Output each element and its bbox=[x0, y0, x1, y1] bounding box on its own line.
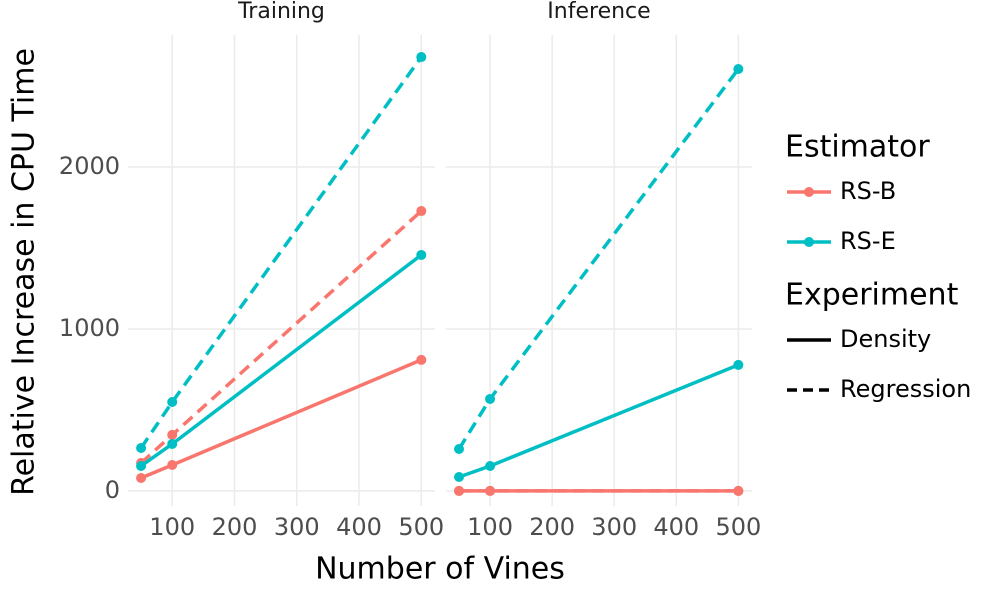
series-line bbox=[139, 209, 423, 465]
legend-label: RS-E bbox=[840, 227, 896, 255]
y-axis-label: Relative Increase in CPU Time bbox=[7, 48, 42, 496]
legend-key bbox=[804, 237, 814, 247]
data-point bbox=[416, 249, 427, 260]
series-line bbox=[139, 56, 423, 449]
series-line bbox=[140, 358, 422, 480]
data-point bbox=[136, 472, 147, 483]
data-point bbox=[485, 485, 496, 496]
y-tick-label: 0 bbox=[105, 476, 120, 504]
x-tick-label: 300 bbox=[274, 513, 320, 541]
data-point bbox=[167, 438, 178, 449]
facet-title: Training bbox=[237, 0, 325, 24]
legend-key bbox=[804, 187, 814, 197]
data-point bbox=[136, 460, 147, 471]
x-axis-label: Number of Vines bbox=[315, 552, 565, 587]
facet-title: Inference bbox=[547, 0, 650, 24]
legend-title: Experiment bbox=[785, 278, 959, 313]
data-point bbox=[167, 397, 178, 408]
legend-title: Estimator bbox=[785, 130, 930, 165]
series-line bbox=[457, 67, 740, 450]
x-tick-label: 100 bbox=[149, 513, 195, 541]
x-tick-label: 500 bbox=[715, 513, 761, 541]
data-point bbox=[416, 52, 427, 63]
x-tick-label: 300 bbox=[591, 513, 637, 541]
data-point bbox=[454, 472, 465, 483]
data-point bbox=[454, 485, 465, 496]
x-tick-label: 400 bbox=[336, 513, 382, 541]
y-tick-label: 2000 bbox=[59, 152, 120, 180]
data-point bbox=[136, 443, 147, 454]
legend-label: Density bbox=[840, 325, 931, 353]
series-line bbox=[140, 253, 423, 468]
data-point bbox=[733, 359, 744, 370]
data-point bbox=[454, 443, 465, 454]
x-tick-label: 200 bbox=[529, 513, 575, 541]
data-point bbox=[167, 460, 178, 471]
data-point bbox=[485, 393, 496, 404]
data-point bbox=[733, 64, 744, 75]
data-point bbox=[733, 485, 744, 496]
data-point bbox=[416, 206, 427, 217]
data-point bbox=[416, 354, 427, 365]
x-tick-label: 100 bbox=[467, 513, 513, 541]
data-point bbox=[485, 460, 496, 471]
y-tick-label: 1000 bbox=[59, 314, 120, 342]
x-tick-label: 400 bbox=[653, 513, 699, 541]
data-point bbox=[167, 429, 178, 440]
legend-label: Regression bbox=[840, 375, 971, 403]
legend-label: RS-B bbox=[840, 177, 896, 205]
x-tick-label: 200 bbox=[212, 513, 258, 541]
x-tick-label: 500 bbox=[398, 513, 444, 541]
